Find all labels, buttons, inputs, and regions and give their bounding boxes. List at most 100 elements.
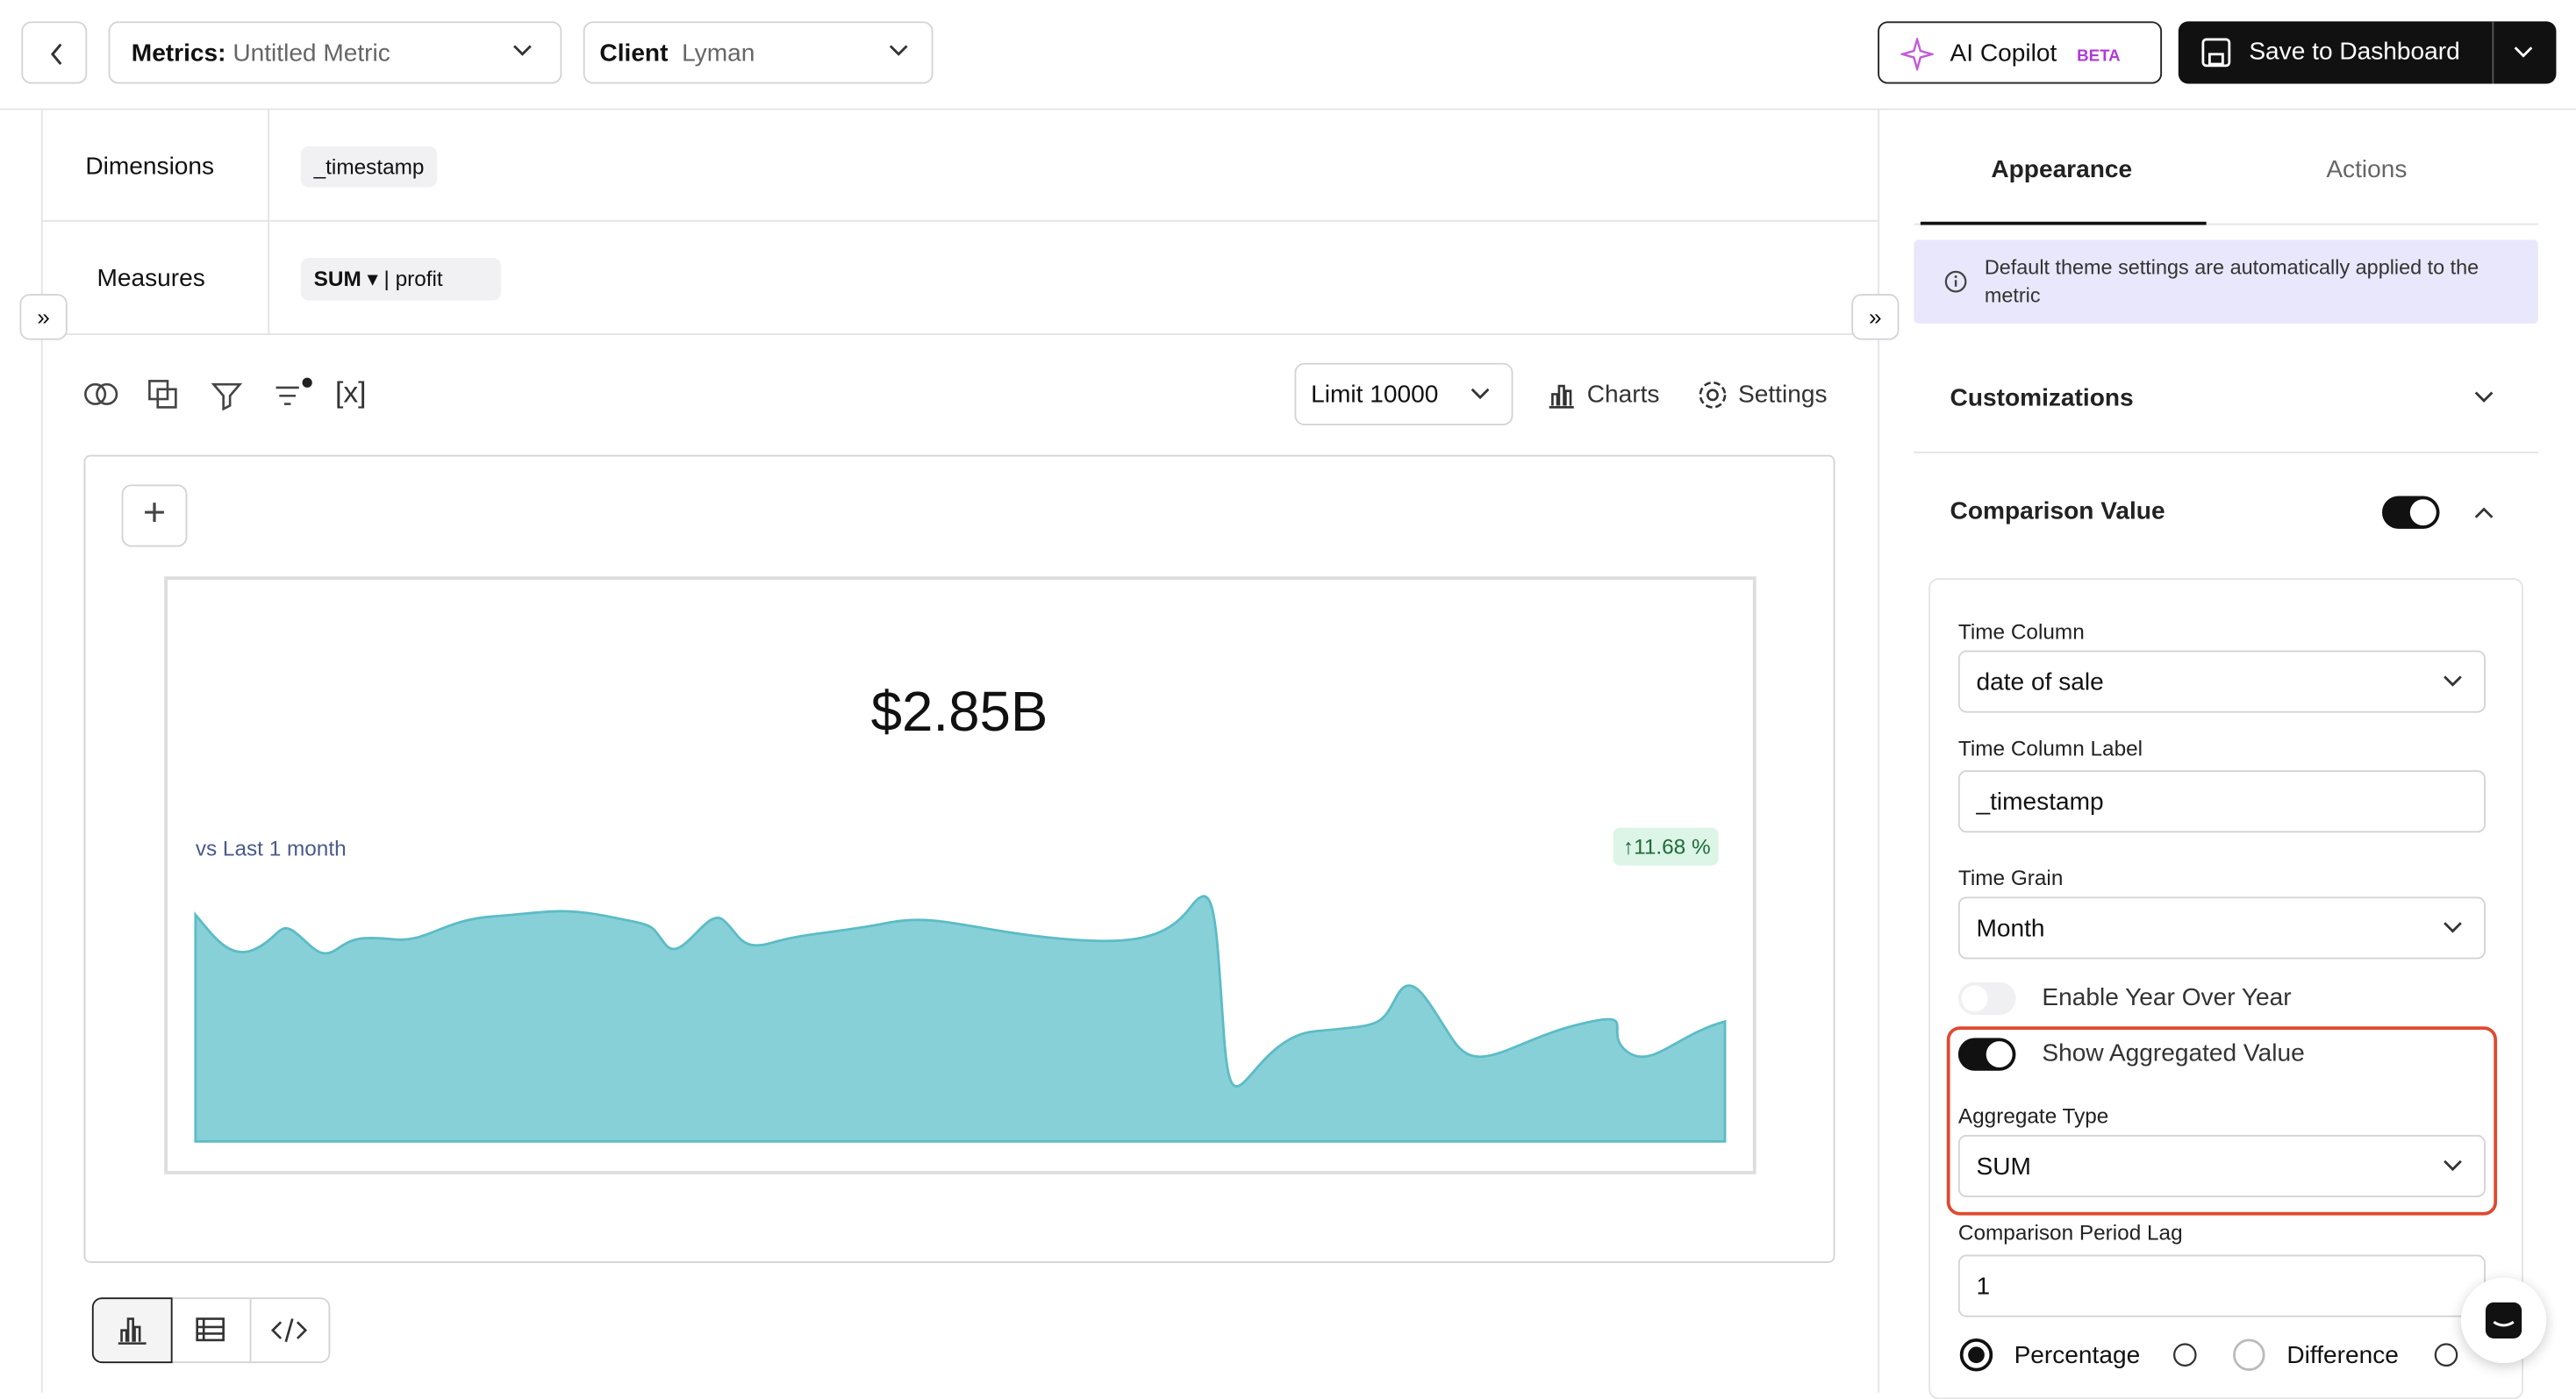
decoration [50, 43, 62, 65]
decoration [2444, 675, 2462, 687]
settings-button[interactable]: Settings [1737, 381, 1828, 410]
decoration [1914, 451, 2538, 453]
decoration [1961, 985, 1988, 1012]
decoration [2514, 46, 2533, 58]
field-label: Time Column Label [1957, 735, 2143, 760]
kpi-value: $2.85B [870, 682, 1048, 745]
change-value: 11.68 % [1634, 834, 1711, 860]
decoration [1549, 384, 1574, 409]
client-select[interactable]: Client Lyman [583, 21, 934, 84]
decoration [2444, 675, 2462, 687]
decoration [249, 1299, 252, 1362]
decoration [194, 895, 1727, 1143]
comparison-toggle[interactable] [2381, 496, 2440, 529]
field-label: Comparison Period Lag [1957, 1220, 2183, 1246]
expand-right[interactable]: » [1851, 294, 1900, 340]
decoration [1470, 388, 1490, 400]
aggregated-toggle[interactable] [1957, 1038, 2016, 1071]
comparison-label: vs Last 1 month [195, 836, 347, 861]
decoration [513, 45, 532, 56]
highlight [1946, 1026, 2498, 1216]
section-header[interactable]: Customizations [1950, 384, 2134, 412]
decoration [96, 382, 118, 405]
decoration [84, 380, 299, 411]
decoration [0, 108, 2576, 111]
time-column-label-input[interactable]: _timestamp [1957, 770, 2486, 833]
decoration [889, 45, 908, 56]
decoration [2409, 499, 2436, 526]
label: AI Copilot [1950, 39, 2057, 68]
toggle-label: Show Aggregated Value [2042, 1039, 2305, 1068]
change-badge: ↑11.68 % [1613, 827, 1719, 866]
field-label: Time Column [1957, 618, 2085, 644]
decoration [1920, 221, 2207, 225]
decoration [2485, 1302, 2522, 1339]
toolbar-icons[interactable] [82, 376, 329, 416]
dimensions-label: Dimensions [85, 153, 215, 181]
back-button[interactable] [21, 21, 88, 84]
badge: BETA [2077, 47, 2121, 66]
decoration [1959, 1338, 1993, 1372]
aggregate-type-select[interactable]: SUM [1957, 1134, 2486, 1197]
decoration [2474, 391, 2494, 403]
decoration [513, 45, 532, 56]
variables-button[interactable]: [x] [334, 375, 367, 410]
decoration [84, 382, 107, 405]
decoration [2444, 922, 2462, 933]
section-header[interactable]: Comparison Value [1950, 497, 2165, 526]
decoration [118, 1317, 308, 1345]
decoration [2474, 507, 2494, 518]
radio-label[interactable]: Percentage [2014, 1341, 2141, 1370]
measures-label: Measures [97, 264, 205, 293]
copilot-button[interactable]: AI Copilot BETA [1878, 21, 2163, 84]
decoration [2444, 922, 2462, 933]
decoration [1900, 38, 1934, 71]
time-column-select[interactable]: date of sale [1957, 650, 2486, 713]
decoration [50, 43, 62, 65]
decoration [1878, 110, 1880, 1393]
decoration [1944, 270, 1967, 293]
measure-chip[interactable]: SUM ▾ | profit [300, 257, 502, 301]
decoration [1959, 1338, 2458, 1372]
decoration [2485, 1302, 2522, 1339]
decoration [2493, 1321, 2515, 1327]
decoration [1954, 275, 1957, 278]
save-button[interactable]: Save to Dashboard [2178, 21, 2557, 84]
expand-left[interactable]: » [19, 294, 68, 340]
radio-label[interactable]: Difference [2286, 1341, 2399, 1370]
value: Untitled Metric [233, 39, 390, 68]
tab[interactable]: Actions [2326, 155, 2408, 184]
metric-select[interactable]: Metrics: Untitled Metric [108, 21, 562, 84]
field-label: Time Grain [1957, 865, 2064, 890]
decoration [40, 333, 1878, 335]
yoy-toggle[interactable] [1957, 981, 2016, 1016]
decoration [40, 110, 43, 1393]
decoration [270, 1318, 308, 1343]
charts-button[interactable]: Charts [1586, 381, 1660, 410]
decoration [1900, 38, 1934, 71]
add-button[interactable]: + [121, 484, 188, 547]
decoration [2444, 1160, 2462, 1172]
decoration [2474, 391, 2494, 403]
aggregate: SUM [313, 266, 361, 291]
chat-button[interactable] [2460, 1277, 2547, 1364]
decoration [1470, 388, 1490, 400]
tab[interactable]: Appearance [1991, 155, 2133, 184]
decoration [1699, 381, 1727, 409]
limit-select[interactable]: Limit 10000 [1294, 362, 1513, 425]
dimension-chip[interactable]: _timestamp [300, 146, 438, 188]
decoration [2201, 38, 2231, 68]
decoration [1549, 384, 1574, 409]
time-grain-select[interactable]: Month [1957, 896, 2486, 960]
decoration [302, 377, 312, 388]
sparkline [194, 895, 1727, 1143]
decoration [1944, 270, 1967, 293]
decoration [2172, 1343, 2197, 1367]
lag-input[interactable]: 1 [1957, 1254, 2486, 1317]
decoration [268, 110, 270, 334]
decoration [2201, 38, 2231, 68]
decoration [2514, 46, 2533, 58]
decoration [1968, 1346, 1985, 1364]
label: Client [599, 39, 669, 68]
